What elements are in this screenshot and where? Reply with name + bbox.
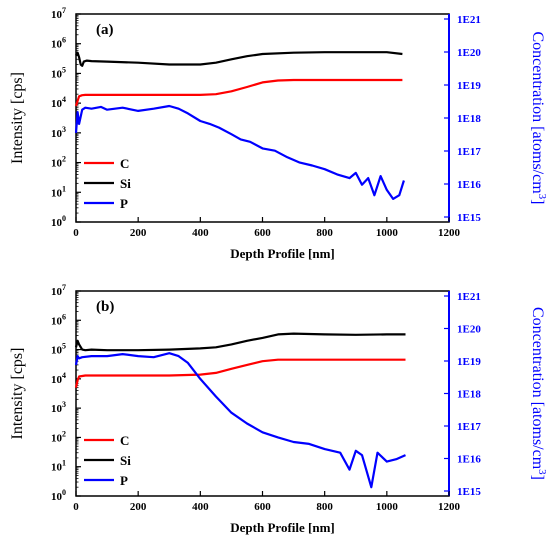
y-left-tick-label: 100: [51, 214, 66, 229]
y-left-axis-label: Intensity [cps]: [9, 72, 26, 164]
x-axis-label: Depth Profile [nm]: [230, 246, 334, 261]
y-left-tick-label: 107: [51, 283, 66, 298]
y-right-tick-label: 1E19: [457, 80, 481, 92]
y-left-axis-label: Intensity [cps]: [9, 348, 26, 440]
series-line-p: [74, 352, 406, 489]
x-tick-label: 600: [254, 227, 271, 239]
y-right-tick-label: 1E15: [457, 212, 481, 224]
y-right-axis-label: Concentration [atoms/cm3]: [529, 31, 548, 204]
y-right-tick-label: 1E17: [457, 146, 481, 158]
x-tick-label: 400: [192, 227, 209, 239]
series-line-p: [74, 104, 405, 200]
x-tick-label: 1200: [438, 227, 461, 239]
y-left-tick-label: 107: [51, 6, 66, 21]
series-line-si: [75, 51, 403, 67]
y-left-tick-label: 103: [51, 125, 66, 140]
y-right-tick-label: 1E19: [457, 356, 481, 368]
y-right-tick-label: 1E18: [457, 389, 481, 401]
y-right-tick-label: 1E17: [457, 421, 481, 433]
y-left-tick-label: 101: [51, 184, 66, 199]
y-right-axis-label: Concentration [atoms/cm3]: [529, 307, 548, 480]
legend-label-si: Si: [120, 453, 131, 468]
x-tick-label: 800: [316, 227, 333, 239]
legend-label-si: Si: [120, 176, 131, 191]
panel-label: (b): [96, 299, 114, 315]
x-tick-label: 1000: [376, 227, 399, 239]
y-right-tick-label: 1E15: [457, 486, 481, 498]
y-right-tick-label: 1E21: [457, 14, 481, 26]
x-tick-label: 1000: [376, 501, 399, 513]
panel-label: (a): [96, 22, 114, 38]
plot-frame: [75, 290, 450, 497]
y-left-tick-label: 103: [51, 400, 66, 415]
x-tick-label: 400: [192, 501, 209, 513]
legend-label-p: P: [120, 196, 128, 211]
x-tick-label: 0: [73, 227, 79, 239]
y-left-tick-label: 105: [51, 342, 66, 357]
series-line-si: [74, 332, 406, 352]
x-tick-label: 1200: [438, 501, 461, 513]
chart-panel-0: 0 200 400 600 800 1000 1200 100 101 102 103 104 105 1…: [9, 6, 548, 261]
y-right-tick-label: 1E18: [457, 113, 481, 125]
y-left-tick-label: 104: [51, 95, 66, 110]
y-left-tick-label: 106: [51, 312, 66, 327]
legend-label-p: P: [120, 473, 128, 488]
y-left-tick-label: 104: [51, 371, 66, 386]
y-left-tick-label: 102: [51, 155, 66, 170]
y-right-tick-label: 1E16: [457, 454, 481, 466]
series-line-c: [74, 358, 406, 388]
y-left-tick-label: 100: [51, 488, 66, 503]
legend-label-c: C: [120, 433, 129, 448]
x-tick-label: 200: [130, 227, 147, 239]
series-line-c: [74, 78, 403, 107]
x-axis-label: Depth Profile [nm]: [230, 520, 334, 535]
plot-frame: [75, 13, 450, 223]
y-right-tick-label: 1E20: [457, 47, 481, 59]
legend-label-c: C: [120, 156, 129, 171]
x-tick-label: 0: [73, 501, 79, 513]
x-tick-label: 800: [316, 501, 333, 513]
y-left-tick-label: 106: [51, 36, 66, 51]
y-left-tick-label: 101: [51, 459, 66, 474]
chart-panel-1: 0 200 400 600 800 1000 1200 100 101 102 103 104 105 1…: [9, 283, 548, 535]
x-tick-label: 600: [254, 501, 271, 513]
y-right-tick-label: 1E16: [457, 179, 481, 191]
y-right-tick-label: 1E20: [457, 324, 481, 336]
x-tick-label: 200: [130, 501, 147, 513]
y-left-tick-label: 102: [51, 429, 66, 444]
y-left-tick-label: 105: [51, 65, 66, 80]
y-right-tick-label: 1E21: [457, 291, 481, 303]
